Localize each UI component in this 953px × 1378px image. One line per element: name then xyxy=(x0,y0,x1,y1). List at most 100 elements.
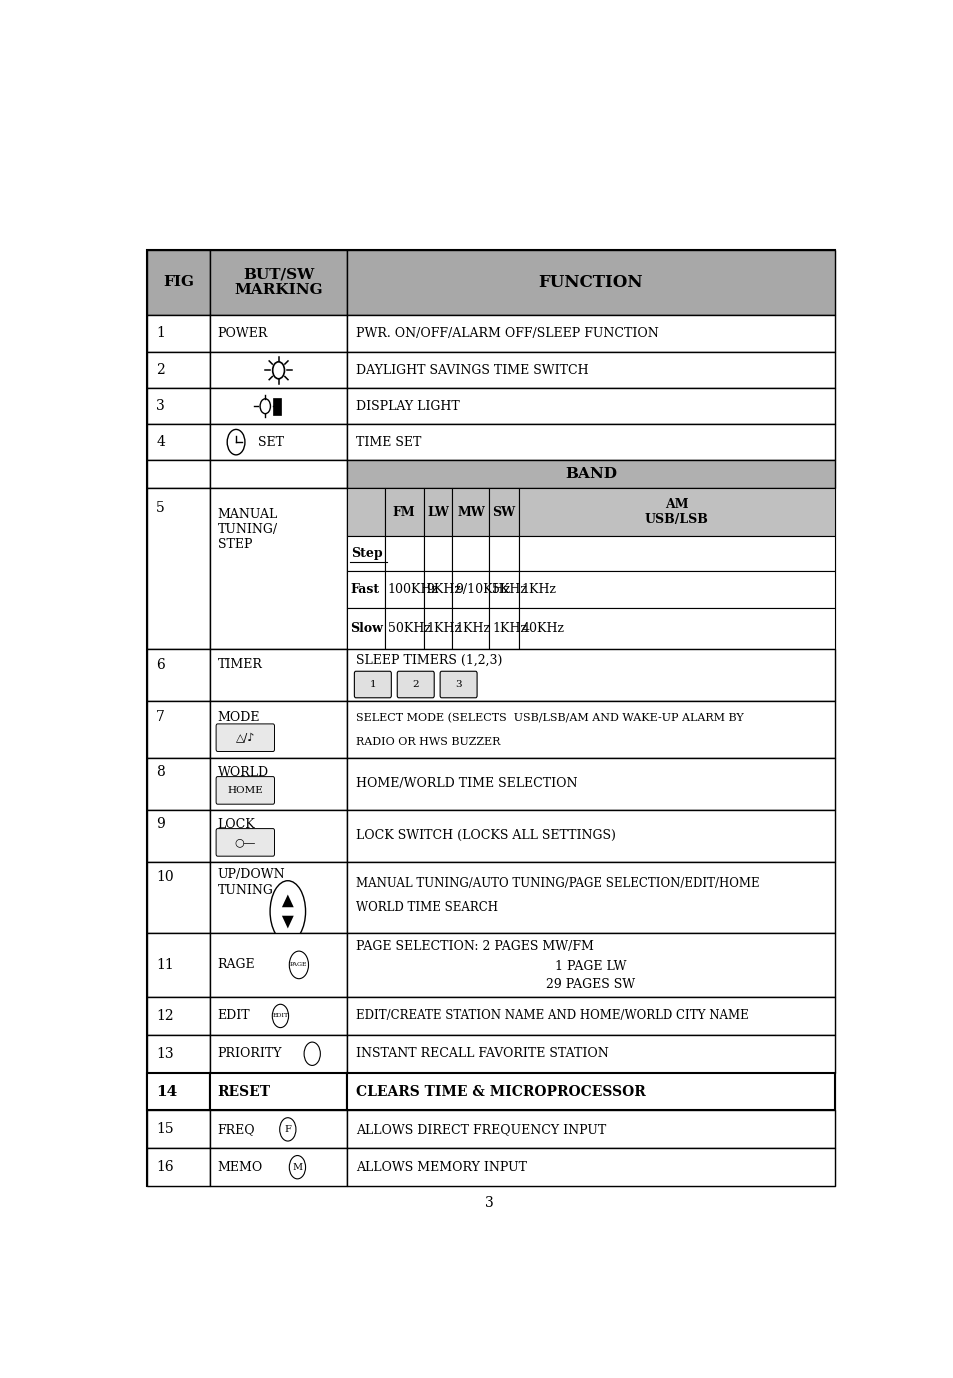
Text: TIME SET: TIME SET xyxy=(355,435,421,449)
Text: SELECT MODE (SELECTS  USB/LSB/AM AND WAKE-UP ALARM BY: SELECT MODE (SELECTS USB/LSB/AM AND WAKE… xyxy=(355,712,742,723)
Text: 9KHz: 9KHz xyxy=(426,583,461,597)
Bar xyxy=(147,649,210,701)
Text: SW: SW xyxy=(492,506,516,518)
Text: F: F xyxy=(284,1124,291,1134)
Bar xyxy=(347,1072,834,1111)
Text: 11: 11 xyxy=(156,958,173,971)
Text: 2: 2 xyxy=(156,364,165,378)
Bar xyxy=(147,314,210,353)
Bar xyxy=(347,1035,834,1072)
Bar xyxy=(147,424,210,460)
Bar xyxy=(347,861,834,933)
Bar xyxy=(347,933,834,998)
Polygon shape xyxy=(281,916,294,929)
Text: HOME: HOME xyxy=(227,785,263,795)
Text: EDIT/CREATE STATION NAME AND HOME/WORLD CITY NAME: EDIT/CREATE STATION NAME AND HOME/WORLD … xyxy=(355,1010,748,1022)
Bar xyxy=(210,933,347,998)
Bar xyxy=(347,353,834,389)
Text: RADIO OR HWS BUZZER: RADIO OR HWS BUZZER xyxy=(355,737,499,747)
Text: 1KHz: 1KHz xyxy=(426,623,461,635)
Text: PWR. ON/OFF/ALARM OFF/SLEEP FUNCTION: PWR. ON/OFF/ALARM OFF/SLEEP FUNCTION xyxy=(355,327,658,340)
Bar xyxy=(347,810,834,861)
Bar xyxy=(210,251,347,314)
FancyBboxPatch shape xyxy=(354,671,391,697)
Text: BUT/SW
MARKING: BUT/SW MARKING xyxy=(234,267,322,298)
Bar xyxy=(210,460,347,488)
Text: ALLOWS MEMORY INPUT: ALLOWS MEMORY INPUT xyxy=(355,1160,526,1174)
Bar xyxy=(518,488,834,536)
Text: UP/DOWN: UP/DOWN xyxy=(217,868,285,881)
Bar xyxy=(347,424,834,460)
Bar xyxy=(347,701,834,758)
Bar xyxy=(147,861,210,933)
Bar xyxy=(147,488,210,649)
Text: 14: 14 xyxy=(156,1084,177,1098)
Bar xyxy=(452,488,489,536)
Text: △/♪: △/♪ xyxy=(235,733,254,743)
Bar xyxy=(452,572,489,608)
Text: MANUAL TUNING/AUTO TUNING/PAGE SELECTION/EDIT/HOME: MANUAL TUNING/AUTO TUNING/PAGE SELECTION… xyxy=(355,876,759,890)
Text: 3: 3 xyxy=(156,400,165,413)
Text: 9: 9 xyxy=(156,817,165,831)
Bar xyxy=(518,572,834,608)
Text: EDIT: EDIT xyxy=(272,1013,288,1018)
Bar xyxy=(210,488,347,649)
Text: 5KHz: 5KHz xyxy=(492,583,527,597)
Text: 50KHz: 50KHz xyxy=(387,623,430,635)
Text: AM
USB/LSB: AM USB/LSB xyxy=(644,499,708,526)
Bar xyxy=(489,536,518,572)
Bar xyxy=(210,861,347,933)
Bar xyxy=(147,389,210,424)
Text: 9/10KHz: 9/10KHz xyxy=(455,583,510,597)
Text: 3: 3 xyxy=(455,679,461,689)
Text: 2: 2 xyxy=(412,679,418,689)
Bar xyxy=(347,488,384,536)
Bar xyxy=(147,1148,210,1186)
FancyBboxPatch shape xyxy=(216,828,274,856)
Bar xyxy=(210,314,347,353)
Text: TIMER: TIMER xyxy=(217,659,262,671)
Bar xyxy=(147,251,210,314)
Bar xyxy=(147,251,834,1186)
Text: 6: 6 xyxy=(156,657,165,671)
Text: Slow: Slow xyxy=(350,623,382,635)
Text: ALLOWS DIRECT FREQUENCY INPUT: ALLOWS DIRECT FREQUENCY INPUT xyxy=(355,1123,605,1135)
Text: 7: 7 xyxy=(156,710,165,723)
Text: LW: LW xyxy=(427,506,449,518)
Text: PAGE SELECTION: 2 PAGES MW/FM: PAGE SELECTION: 2 PAGES MW/FM xyxy=(355,940,593,954)
Bar xyxy=(489,488,518,536)
Text: 1KHz: 1KHz xyxy=(492,623,527,635)
Text: SLEEP TIMERS (1,2,3): SLEEP TIMERS (1,2,3) xyxy=(355,655,501,667)
Text: 100KHz: 100KHz xyxy=(387,583,438,597)
Text: 1KHz: 1KHz xyxy=(521,583,557,597)
Text: PAGE: PAGE xyxy=(290,962,307,967)
Bar xyxy=(347,389,834,424)
Text: LOCK SWITCH (LOCKS ALL SETTINGS): LOCK SWITCH (LOCKS ALL SETTINGS) xyxy=(355,830,615,842)
Text: POWER: POWER xyxy=(217,327,268,340)
Bar xyxy=(273,398,280,415)
Text: PRIORITY: PRIORITY xyxy=(217,1047,282,1060)
Text: DAYLIGHT SAVINGS TIME SWITCH: DAYLIGHT SAVINGS TIME SWITCH xyxy=(355,364,588,376)
Bar xyxy=(147,758,210,810)
Text: FM: FM xyxy=(393,506,415,518)
Bar xyxy=(147,1035,210,1072)
Text: LOCK: LOCK xyxy=(217,819,255,831)
Bar xyxy=(210,424,347,460)
Bar xyxy=(147,998,210,1035)
Bar xyxy=(210,1035,347,1072)
Bar xyxy=(210,810,347,861)
Text: MW: MW xyxy=(456,506,484,518)
Text: 16: 16 xyxy=(156,1160,173,1174)
Bar xyxy=(147,1072,210,1111)
Polygon shape xyxy=(281,894,294,907)
Text: RESET: RESET xyxy=(217,1084,271,1098)
Bar xyxy=(489,572,518,608)
Bar xyxy=(147,353,210,389)
FancyBboxPatch shape xyxy=(216,723,274,751)
Bar xyxy=(147,701,210,758)
Bar xyxy=(384,572,423,608)
Text: ○―: ○― xyxy=(234,838,255,847)
Bar xyxy=(347,460,834,488)
Bar xyxy=(423,536,452,572)
Text: 1: 1 xyxy=(156,327,165,340)
